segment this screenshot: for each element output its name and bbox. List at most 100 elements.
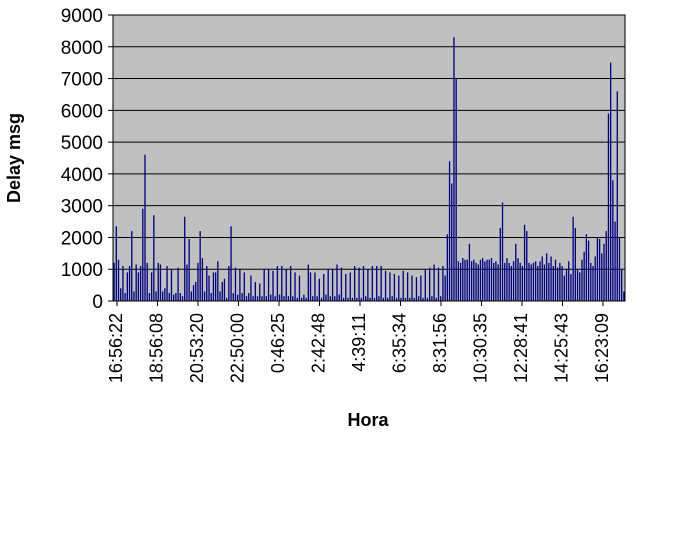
bar: [239, 269, 241, 301]
bar: [190, 291, 192, 301]
bar: [201, 258, 204, 301]
bar: [164, 288, 166, 301]
bar: [254, 281, 256, 301]
bar: [435, 297, 437, 301]
bar: [470, 261, 473, 301]
bar: [126, 272, 128, 301]
bar: [285, 269, 287, 301]
bar: [517, 258, 519, 301]
bar: [583, 251, 585, 301]
bar: [570, 273, 572, 301]
bar: [173, 294, 175, 301]
bar: [305, 297, 307, 301]
bar: [117, 259, 120, 301]
bar: [521, 266, 524, 301]
bar: [192, 285, 195, 301]
bar: [587, 240, 590, 301]
bar: [283, 296, 285, 301]
bar: [552, 266, 554, 301]
bar: [541, 256, 543, 301]
bar: [124, 293, 126, 301]
bar: [440, 296, 442, 301]
bar: [329, 296, 332, 301]
x-tick-label: 22:50:00: [227, 313, 247, 383]
bar: [234, 267, 237, 301]
bar: [358, 267, 360, 301]
bar: [508, 262, 510, 301]
x-tick-label: 20:53:20: [187, 313, 207, 383]
bar: [501, 202, 504, 301]
bar: [278, 294, 281, 301]
bar: [137, 272, 140, 301]
bar: [475, 262, 477, 301]
bar: [153, 215, 155, 301]
bar: [342, 297, 345, 301]
x-tick-label: 18:56:08: [146, 313, 166, 383]
bar: [448, 161, 451, 301]
bar: [157, 262, 159, 301]
bar: [462, 258, 464, 301]
bar: [413, 297, 415, 301]
bar: [598, 239, 601, 301]
bar: [446, 234, 448, 301]
bar: [276, 266, 279, 301]
bar: [603, 243, 605, 301]
bar: [327, 269, 329, 301]
bar: [554, 259, 557, 301]
y-axis-title: Delay msg: [4, 113, 24, 203]
bar: [206, 266, 208, 301]
bar: [281, 266, 283, 301]
bar: [373, 297, 376, 301]
x-tick-label: 16:56:22: [106, 313, 126, 383]
bar: [122, 266, 124, 301]
bar: [539, 261, 541, 301]
bar: [217, 261, 219, 301]
bar: [459, 262, 462, 301]
bar: [307, 264, 309, 301]
bar: [490, 258, 493, 301]
bar: [336, 264, 338, 301]
bar: [574, 227, 576, 301]
bar: [382, 297, 384, 301]
bar: [506, 258, 508, 301]
y-tick-label: 4000: [61, 165, 103, 186]
bar: [212, 272, 215, 301]
bar: [568, 261, 570, 301]
bar: [609, 62, 612, 301]
bar: [618, 237, 621, 301]
x-axis-title: Hora: [347, 410, 389, 430]
bar: [612, 180, 614, 301]
bar: [442, 266, 444, 301]
bar: [384, 270, 387, 301]
bar: [349, 272, 351, 301]
bar: [120, 288, 122, 301]
bar: [323, 273, 325, 301]
bar: [453, 37, 455, 302]
bar: [197, 262, 199, 301]
x-tick-label: 0:46:25: [268, 313, 288, 373]
bar: [433, 264, 435, 301]
bar: [395, 297, 398, 301]
bar: [550, 256, 552, 301]
bar: [497, 264, 499, 301]
bar: [301, 297, 303, 301]
y-axis-ticks: 0 1000 2000 3000 4000 5000 6000 7000 8000 9000: [61, 6, 113, 313]
bar: [398, 275, 400, 301]
bar: [367, 269, 369, 301]
bar: [557, 267, 559, 301]
bar: [146, 262, 148, 301]
bar: [481, 258, 484, 301]
bar: [365, 296, 367, 301]
bar: [437, 267, 440, 301]
bar: [265, 296, 268, 301]
bar: [477, 264, 479, 301]
bar: [252, 296, 254, 301]
bar: [128, 266, 131, 301]
y-tick-label: 2000: [61, 228, 103, 249]
bar: [230, 226, 232, 301]
bar: [203, 291, 206, 301]
bar: [142, 208, 144, 301]
bar: [572, 216, 574, 301]
bar: [210, 293, 212, 301]
